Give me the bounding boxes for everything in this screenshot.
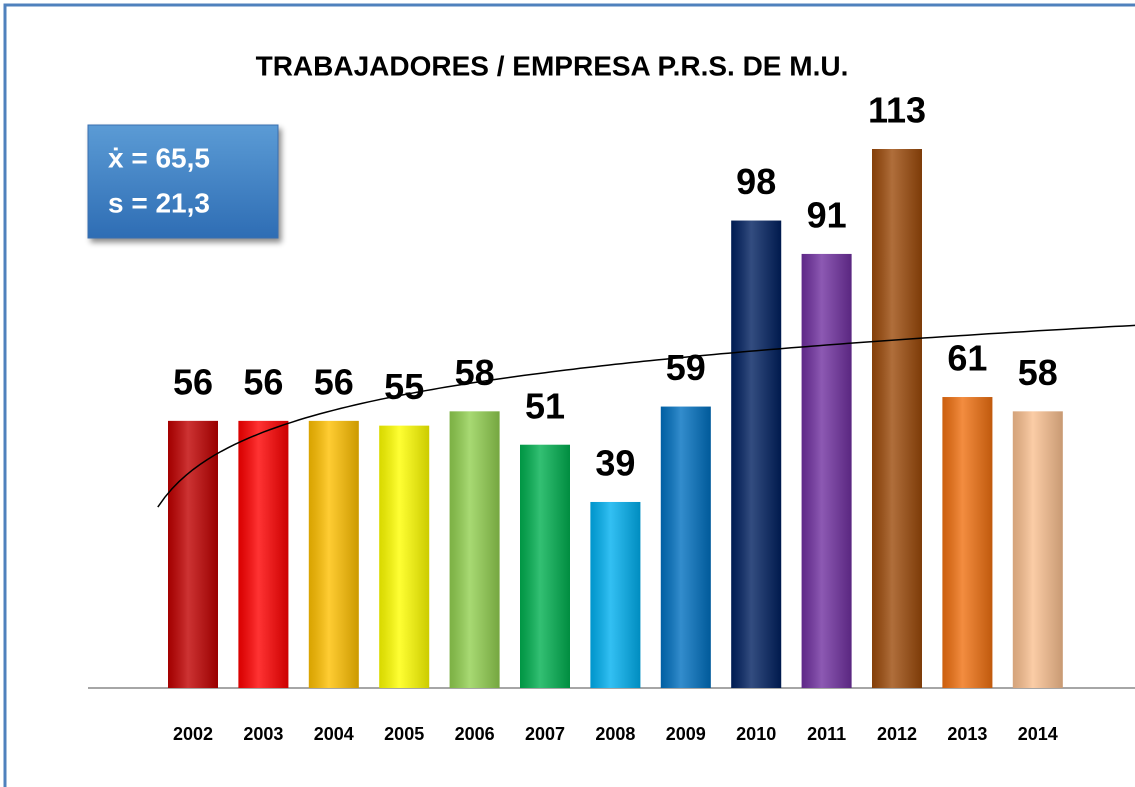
chart-title: TRABAJADORES / EMPRESA P.R.S. DE M.U. (256, 50, 849, 81)
bar-shine (590, 501, 641, 688)
bar-shine (731, 220, 782, 688)
data-label: 39 (595, 442, 635, 483)
stats-mean: ẋ = 65,5 (108, 142, 210, 173)
bar-shine (168, 420, 218, 688)
bar-shine (238, 420, 289, 688)
data-label: 98 (736, 161, 776, 202)
data-label: 61 (947, 338, 987, 379)
x-tick-label: 2008 (595, 724, 635, 744)
stats-box (87, 124, 279, 239)
bar-shine (1012, 411, 1063, 688)
x-tick-label: 2003 (243, 724, 283, 744)
data-label: 91 (807, 194, 847, 235)
x-tick-label: 2002 (173, 724, 213, 744)
stats-sd: s = 21,3 (108, 187, 210, 218)
x-tick-label: 2014 (1018, 724, 1058, 744)
x-tick-label: 2009 (666, 724, 706, 744)
x-tick-label: 2010 (736, 724, 776, 744)
data-label: 59 (666, 347, 706, 388)
frame (3, 3, 1135, 787)
x-tick-label: 2013 (947, 724, 987, 744)
trendline (157, 324, 1135, 508)
data-label: 58 (1018, 352, 1058, 393)
bar-shine (379, 425, 430, 688)
data-label: 55 (384, 366, 424, 407)
x-tick-label: 2007 (525, 724, 565, 744)
x-tick-label: 2011 (807, 724, 846, 744)
x-tick-label: 2012 (877, 724, 917, 744)
bar-shine (308, 420, 359, 688)
bar-shine (520, 444, 570, 688)
data-label: 113 (868, 90, 926, 131)
bar-shine (801, 253, 852, 688)
bar-shine (660, 406, 711, 688)
data-label: 56 (314, 361, 354, 402)
data-label: 58 (455, 352, 495, 393)
data-label: 51 (525, 385, 565, 426)
x-tick-label: 2005 (384, 724, 424, 744)
bar-shine (449, 411, 500, 688)
x-tick-label: 2006 (455, 724, 495, 744)
bar-shine (942, 397, 993, 688)
data-label: 56 (173, 361, 213, 402)
bar-shine (872, 149, 922, 688)
x-tick-label: 2004 (314, 724, 354, 744)
data-label: 56 (243, 361, 283, 402)
